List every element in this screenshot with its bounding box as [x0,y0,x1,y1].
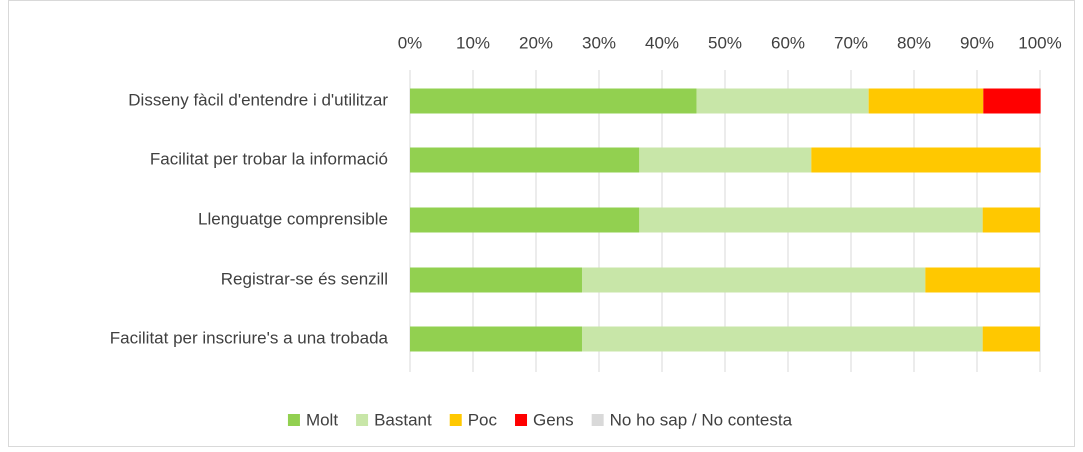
legend-label: No ho sap / No contesta [610,410,793,429]
bar-segment [982,326,1040,352]
bar-segment [982,207,1040,233]
x-tick-label: 30% [582,33,616,52]
bar-segment [410,326,582,352]
x-tick-label: 50% [708,33,742,52]
bar-segment [410,267,582,293]
bar-segment [811,147,1041,173]
bar-segment [410,88,697,114]
category-label: Facilitat per trobar la informació [150,149,388,168]
legend-swatch [515,414,528,426]
legend-swatch [449,414,462,426]
x-tick-label: 100% [1018,33,1061,52]
bar-segment [581,267,926,293]
legend-label: Molt [306,410,338,429]
chart-frame [8,0,1075,447]
x-tick-label: 10% [456,33,490,52]
bar-segment [639,207,983,233]
category-label: Disseny fàcil d'entendre i d'utilitzar [128,90,388,109]
bar-segment [410,147,640,173]
bar-segment [983,88,1041,114]
x-tick-label: 70% [834,33,868,52]
legend-swatch [287,414,300,426]
x-tick-label: 80% [897,33,931,52]
bar-segment [410,207,640,233]
category-label: Registrar-se és senzill [221,269,388,288]
legend-swatch [356,414,369,426]
bar-segment [925,267,1040,293]
legend-label: Poc [468,410,498,429]
legend-label: Gens [533,410,574,429]
legend-label: Bastant [374,410,432,429]
bar-segment [581,326,983,352]
bar-segment [868,88,984,114]
x-tick-label: 20% [519,33,553,52]
legend-swatch [591,414,604,426]
bar-segment [696,88,869,114]
x-tick-label: 60% [771,33,805,52]
category-label: Llenguatge comprensible [198,209,388,228]
bar-segment [639,147,812,173]
x-tick-label: 90% [960,33,994,52]
x-tick-label: 40% [645,33,679,52]
x-tick-label: 0% [398,33,423,52]
category-label: Facilitat per inscriure's a una trobada [110,328,389,347]
